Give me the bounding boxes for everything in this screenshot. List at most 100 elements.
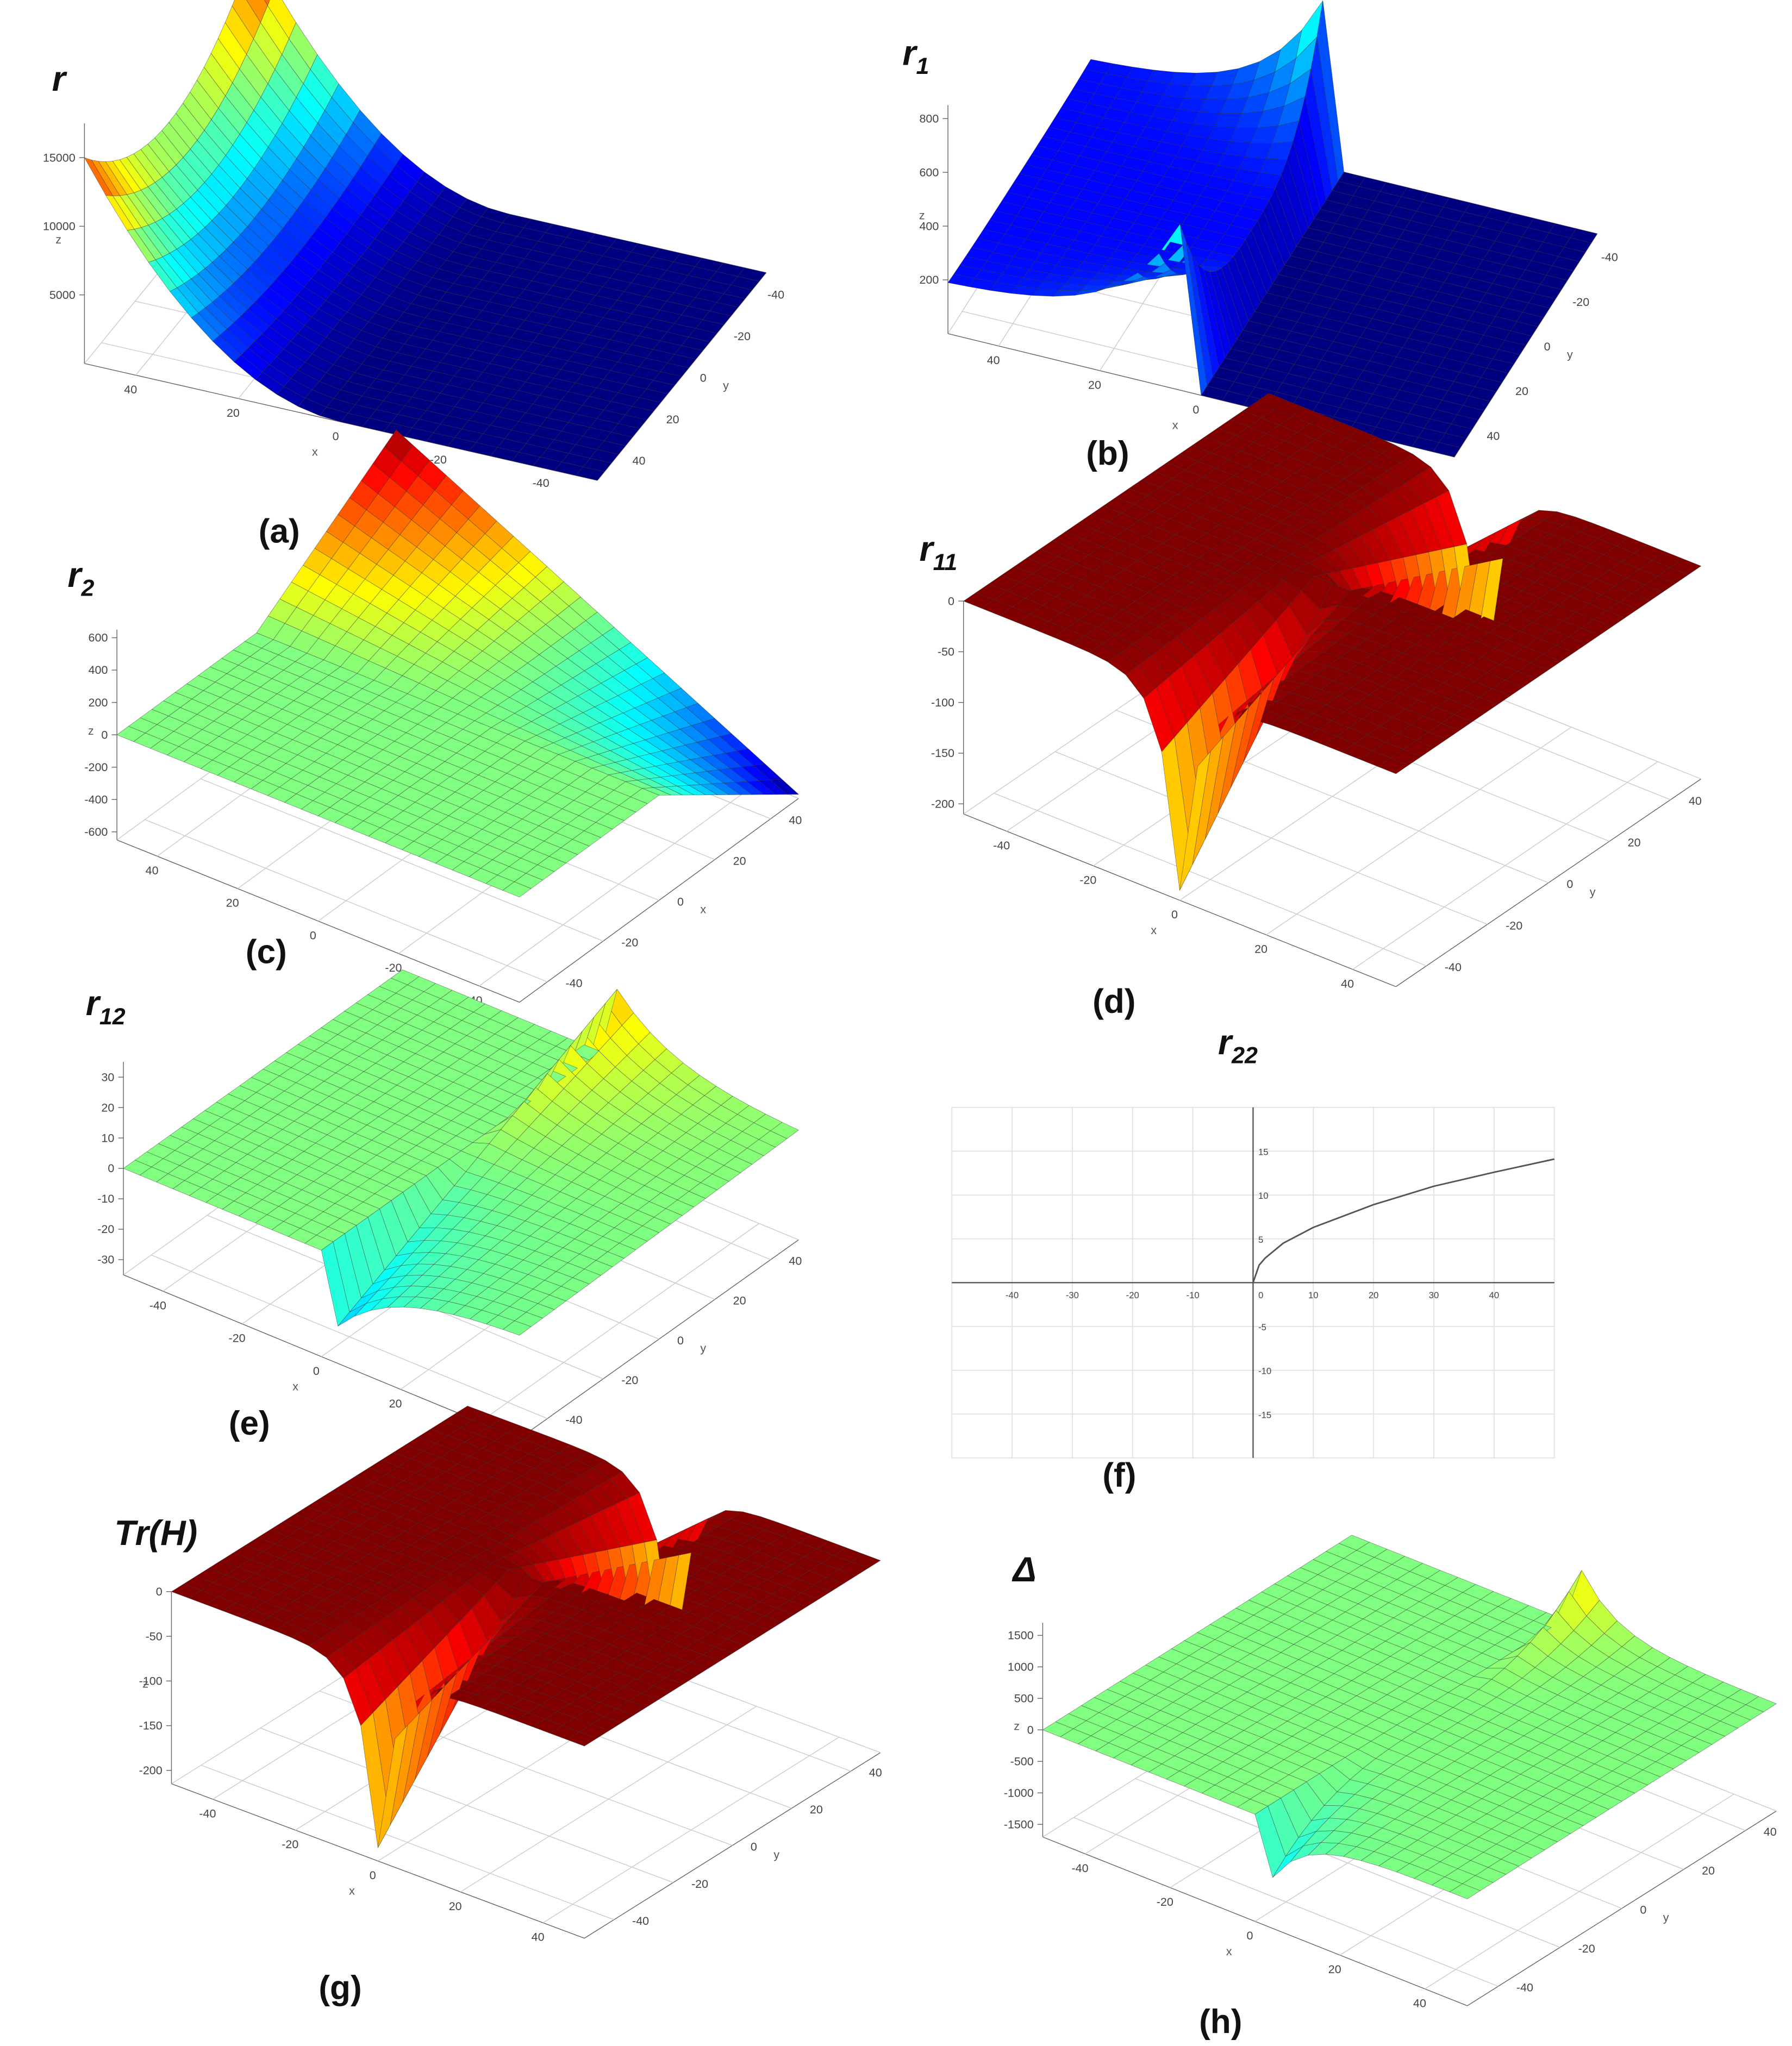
surface [947, 1, 1598, 458]
x-tick-label: 40 [1341, 977, 1354, 990]
panel-caption: (a) [259, 513, 300, 550]
z-tick-label: -10 [97, 1192, 114, 1205]
x-tick-label: 40 [987, 354, 1000, 367]
z-axis-label: z [1014, 1719, 1020, 1732]
axis-edge [584, 1752, 881, 1939]
x-tick-label: -20 [1126, 1290, 1139, 1300]
x-axis-label: x [292, 1380, 298, 1393]
z-axis-label: z [142, 1678, 148, 1691]
z-tick-label: 15000 [43, 151, 76, 164]
title-subscript: 2 [80, 575, 94, 602]
panel-title: r12 [86, 984, 126, 1030]
y-tick-label: -20 [734, 330, 751, 343]
y-tick-label: 40 [1764, 1825, 1777, 1838]
z-tick-label: -1500 [1004, 1818, 1034, 1831]
z-tick-label: -50 [146, 1630, 163, 1643]
x-tick-label: 40 [1413, 1997, 1426, 2010]
x-tick-label: -20 [229, 1332, 246, 1345]
x-tick-label: 0 [370, 1869, 376, 1882]
y-tick-label: 0 [310, 929, 316, 942]
x-tick-label: -20 [282, 1838, 298, 1851]
x-tick-label: -20 [1079, 874, 1096, 887]
y-tick-label: -10 [1258, 1366, 1271, 1376]
y-axis-label: y [1567, 348, 1573, 361]
z-tick-label: 0 [156, 1585, 163, 1598]
x-axis-label: x [700, 903, 706, 916]
z-tick-label: -1000 [1004, 1786, 1034, 1799]
x-tick-label: 30 [1429, 1290, 1439, 1300]
y-tick-label: 5 [1258, 1235, 1263, 1245]
panel-title: r1 [902, 33, 929, 79]
y-tick-label: -20 [1506, 919, 1522, 932]
title-main: Tr(H) [114, 1513, 197, 1553]
z-tick-label: -600 [84, 825, 108, 839]
z-tick-label: 0 [948, 595, 954, 608]
panel-title: Δ [1011, 1550, 1037, 1589]
x-tick-label: 20 [733, 854, 746, 867]
surface-cell [1053, 290, 1081, 297]
x-tick-label: 0 [1192, 403, 1199, 416]
x-tick-label: -30 [1066, 1290, 1079, 1300]
grid-line [260, 1728, 673, 1883]
surface-cell [576, 466, 605, 481]
z-tick-label: 0 [101, 728, 108, 741]
x-tick-label: -40 [993, 839, 1010, 852]
z-tick-label: 600 [89, 631, 108, 645]
z-tick-label: -100 [931, 696, 954, 709]
x-tick-label: 0 [333, 430, 339, 443]
y-tick-label: -40 [1601, 251, 1618, 264]
y-tick-label: 20 [1628, 836, 1641, 849]
y-tick-label: 40 [1487, 429, 1500, 442]
x-tick-label: -40 [149, 1299, 166, 1312]
y-tick-label: -40 [632, 1914, 649, 1928]
y-tick-label: 0 [751, 1840, 757, 1853]
x-tick-label: 0 [1258, 1290, 1263, 1300]
y-tick-label: 0 [1566, 878, 1573, 891]
y-axis-label: y [1663, 1911, 1669, 1924]
z-tick-label: 400 [919, 220, 939, 233]
x-axis-label: x [312, 446, 318, 459]
x-tick-label: -40 [1006, 1290, 1019, 1300]
z-tick-label: -200 [931, 797, 954, 810]
z-tick-label: 30 [101, 1071, 114, 1084]
panel-caption: (g) [319, 1969, 361, 2007]
panel-title: r [52, 59, 68, 98]
z-tick-label: 5000 [49, 289, 76, 302]
x-tick-label: 40 [1489, 1290, 1500, 1300]
x-tick-label: -40 [566, 977, 583, 990]
x-tick-label: 20 [1254, 943, 1267, 956]
panel-caption: (f) [1102, 1456, 1136, 1494]
title-subscript: 1 [916, 53, 929, 79]
x-tick-label: 0 [1247, 1929, 1253, 1942]
x-tick-label: 0 [313, 1365, 320, 1378]
y-tick-label: -20 [621, 1374, 638, 1387]
title-subscript: 22 [1231, 1043, 1258, 1069]
z-axis-label: z [88, 724, 94, 737]
y-tick-label: 40 [146, 864, 159, 877]
y-tick-label: -5 [1258, 1322, 1266, 1332]
z-tick-label: 1000 [1008, 1661, 1034, 1674]
y-tick-label: 40 [869, 1766, 882, 1779]
y-tick-label: 20 [1702, 1864, 1715, 1878]
panel-title: Tr(H) [114, 1513, 197, 1553]
title-main: r [902, 33, 918, 72]
z-tick-label: -150 [139, 1719, 163, 1732]
y-tick-label: 20 [733, 1294, 746, 1307]
y-tick-label: 40 [633, 454, 646, 467]
z-tick-label: -50 [938, 646, 954, 659]
y-tick-label: -20 [1578, 1942, 1595, 1955]
z-tick-label: -400 [84, 793, 108, 806]
x-axis-label: x [1151, 924, 1157, 937]
y-tick-label: 0 [677, 1334, 684, 1347]
surface [963, 393, 1702, 891]
x-tick-label: 20 [1328, 1963, 1341, 1976]
z-tick-label: 10000 [43, 220, 76, 233]
x-axis-label: x [1226, 1945, 1232, 1958]
z-tick-label: -200 [84, 761, 108, 774]
x-tick-label: 0 [677, 895, 684, 908]
panel-title: r22 [1218, 1023, 1258, 1069]
z-tick-label: -500 [1010, 1755, 1034, 1768]
y-tick-label: 15 [1258, 1147, 1269, 1157]
y-tick-label: 20 [666, 413, 679, 426]
y-tick-label: -20 [691, 1878, 708, 1891]
